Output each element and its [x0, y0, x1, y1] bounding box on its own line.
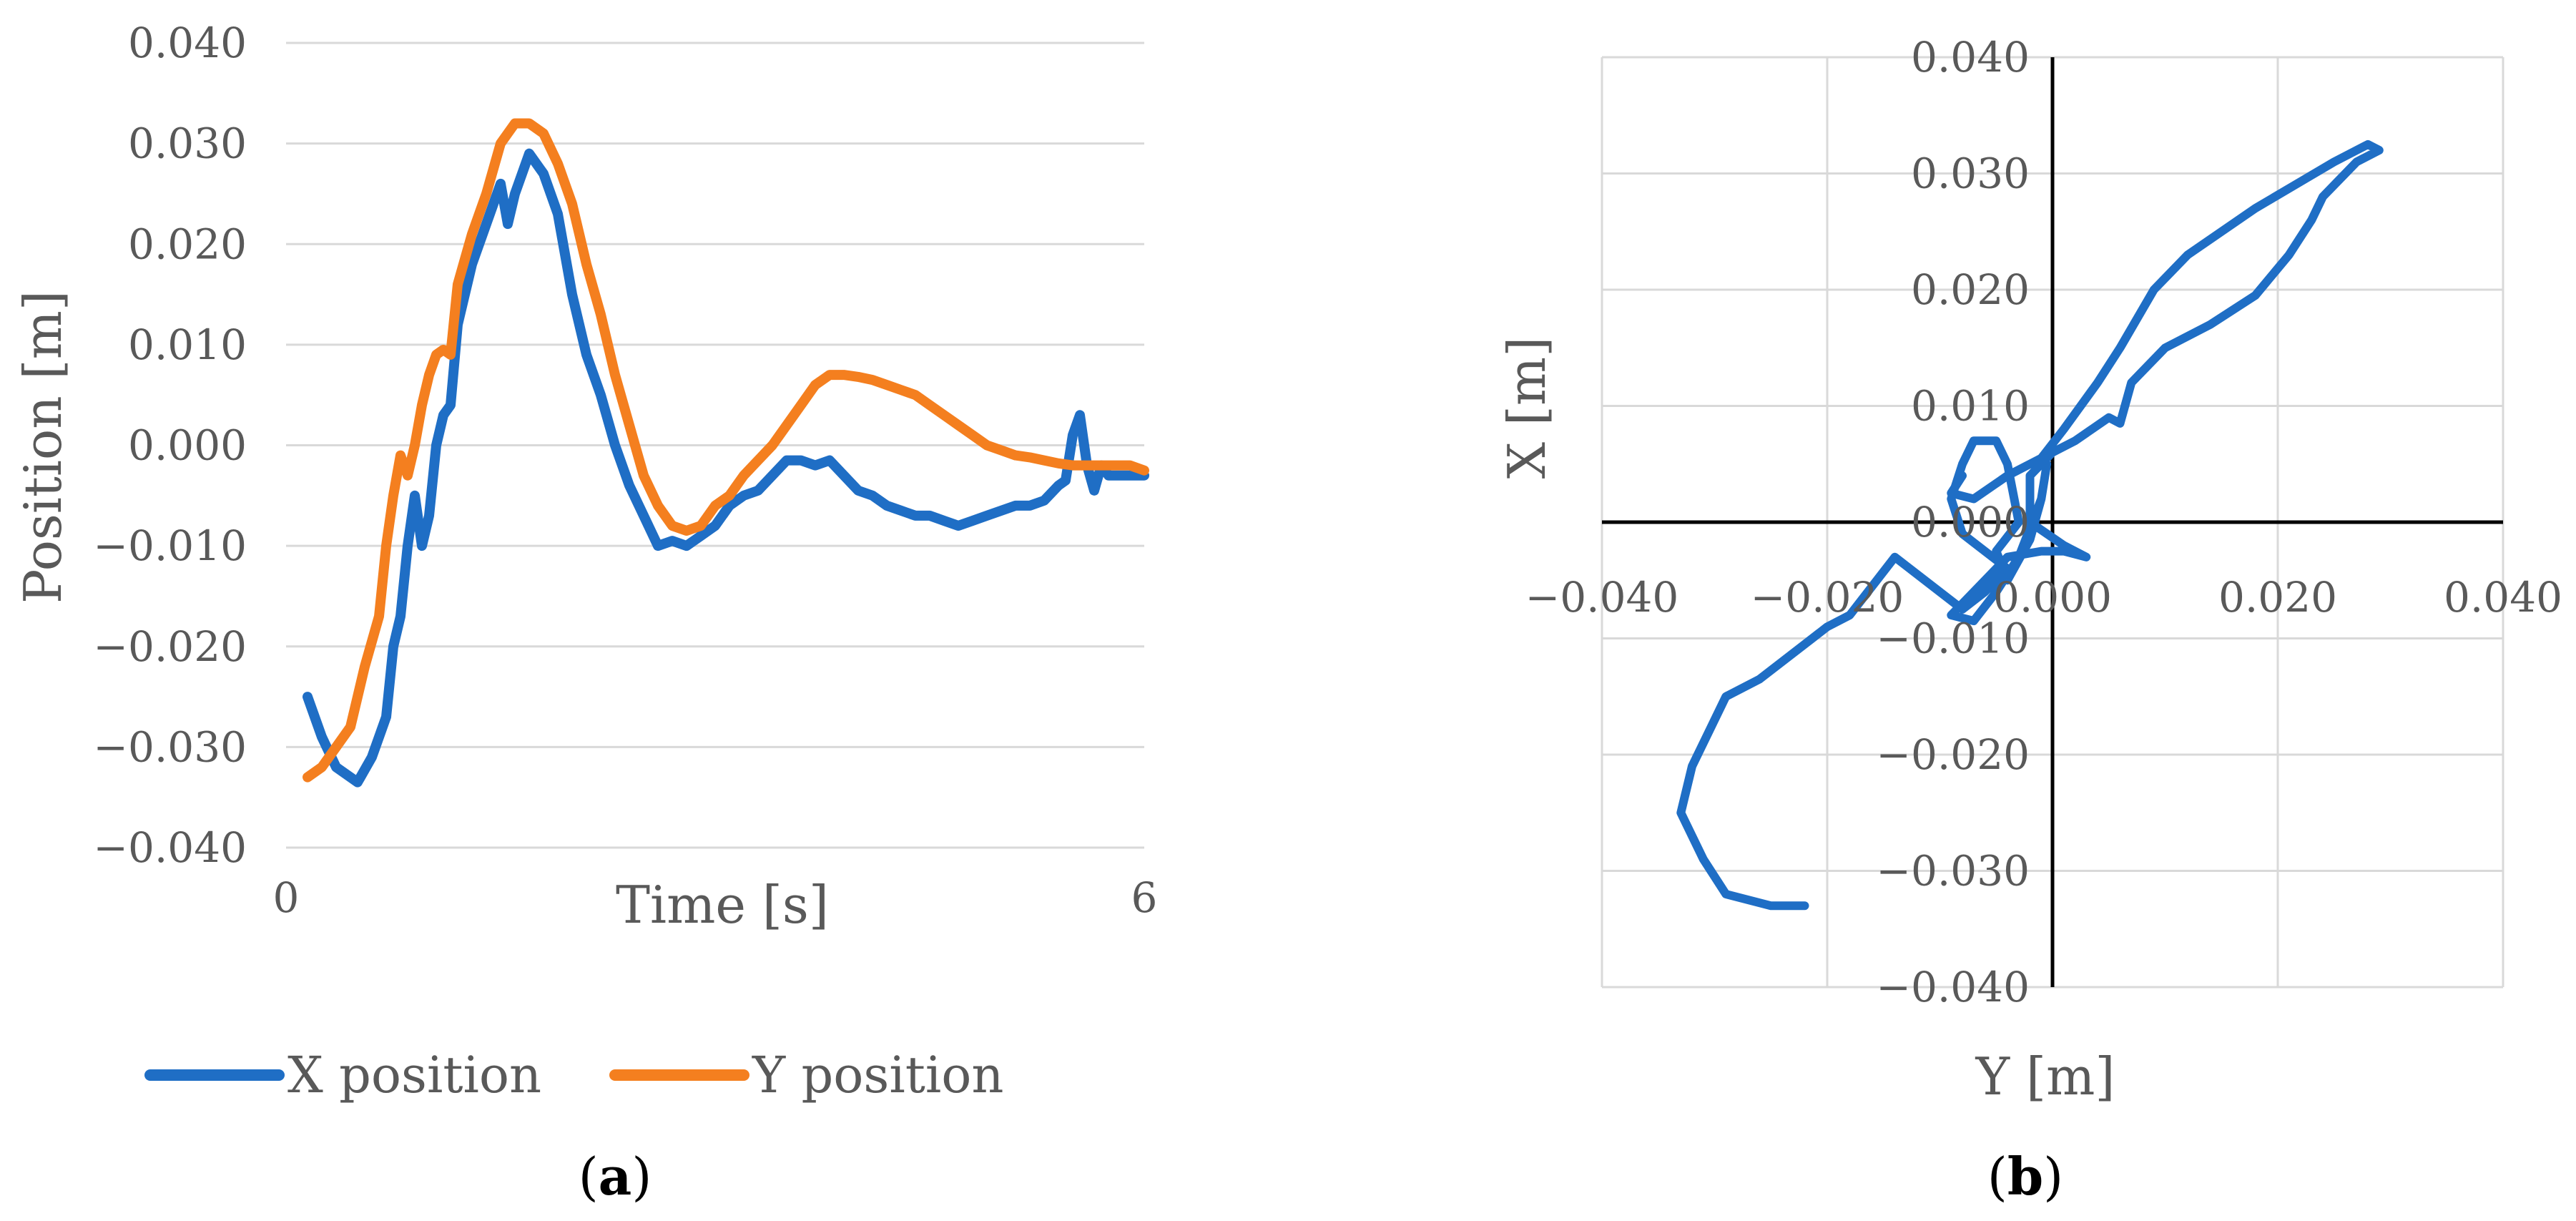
legend-y-position-label: Y position — [752, 1046, 1003, 1104]
panel-b-y-tick-label: −0.030 — [1876, 847, 2030, 896]
panel-a-y-tick-label: 0.010 — [128, 320, 247, 369]
legend: X position Y position — [144, 1046, 1003, 1104]
panel-b-trajectory-line — [1676, 139, 2384, 911]
panel-b-y-tick-labels: 0.040 0.030 0.020 0.010 0.000 −0.010 −0.020 −0.… — [1876, 33, 2030, 1011]
caption-b-letter: b — [2007, 1146, 2043, 1207]
panel-a-x-position-line — [303, 148, 1149, 788]
panel-a-x-tick-label: 6 — [1131, 873, 1158, 922]
panel-a-y-tick-label: −0.020 — [93, 622, 247, 671]
panel-a-time-series: 0.040 0.030 0.020 0.010 0.000 −0.010 −0.020 −0.… — [13, 19, 1157, 935]
panel-a-x-axis-title: Time [s] — [616, 875, 829, 935]
panel-b-x-tick-label: 0.020 — [2218, 573, 2337, 622]
panel-a-y-tick-labels: 0.040 0.030 0.020 0.010 0.000 −0.010 −0.020 −0.… — [93, 19, 247, 872]
caption-b: (b) — [1987, 1146, 2064, 1207]
panel-b-x-tick-label: −0.020 — [1751, 573, 1904, 622]
panel-b-y-tick-label: 0.000 — [1911, 498, 2030, 546]
panel-a-y-tick-label: −0.040 — [93, 823, 247, 872]
panel-b-y-tick-label: 0.010 — [1911, 382, 2030, 431]
panel-b-x-tick-label: 0.000 — [1993, 573, 2112, 622]
panel-b-y-tick-label: −0.020 — [1876, 730, 2030, 779]
panel-a-y-tick-label: 0.020 — [128, 220, 247, 268]
panel-a-gridlines — [286, 41, 1144, 849]
panel-b-x-tick-label: 0.040 — [2444, 573, 2562, 622]
panel-b-y-tick-label: −0.040 — [1876, 963, 2030, 1011]
panel-b-y-tick-label: 0.030 — [1911, 149, 2030, 198]
caption-a: (a) — [579, 1146, 652, 1207]
panel-b-trajectory: 0.0400.0300.0200.0100.000−0.010−0.020−0.… — [1497, 33, 2562, 1107]
panel-b-x-tick-labels: −0.040 −0.020 0.000 0.020 0.040 — [1525, 573, 2562, 622]
panel-b-y-tick-label: −0.010 — [1876, 614, 2030, 663]
panel-b-y-tick-label: 0.020 — [1911, 265, 2030, 314]
panel-a-y-tick-label: −0.030 — [93, 722, 247, 771]
caption-a-open: ( — [579, 1147, 599, 1207]
panel-a-y-tick-label: 0.030 — [128, 119, 247, 168]
panel-b-y-tick-label: 0.040 — [1911, 33, 2030, 82]
panel-b-x-tick-label: −0.040 — [1525, 573, 1679, 622]
panel-a-y-tick-label: −0.010 — [93, 521, 247, 570]
caption-a-letter: a — [599, 1146, 632, 1207]
panel-a-y-axis-title: Position [m] — [13, 290, 73, 604]
caption-b-open: ( — [1987, 1147, 2007, 1207]
panel-b-x-axis-title: Y [m] — [1975, 1046, 2115, 1107]
panel-a-y-tick-label: 0.000 — [128, 421, 247, 470]
caption-a-close: ) — [631, 1147, 652, 1207]
panel-b-series — [1676, 139, 2384, 911]
panel-a-y-tick-label: 0.040 — [128, 19, 247, 67]
panel-a-x-tick-label: 0 — [273, 873, 300, 922]
panel-b-y-axis-title: X [m] — [1497, 337, 1557, 479]
panel-a-y-position-line — [303, 118, 1149, 783]
caption-b-close: ) — [2043, 1147, 2063, 1207]
panel-b-zero-axes — [1602, 57, 2503, 987]
panel-a-series — [303, 118, 1149, 788]
legend-x-position-label: X position — [287, 1046, 541, 1104]
